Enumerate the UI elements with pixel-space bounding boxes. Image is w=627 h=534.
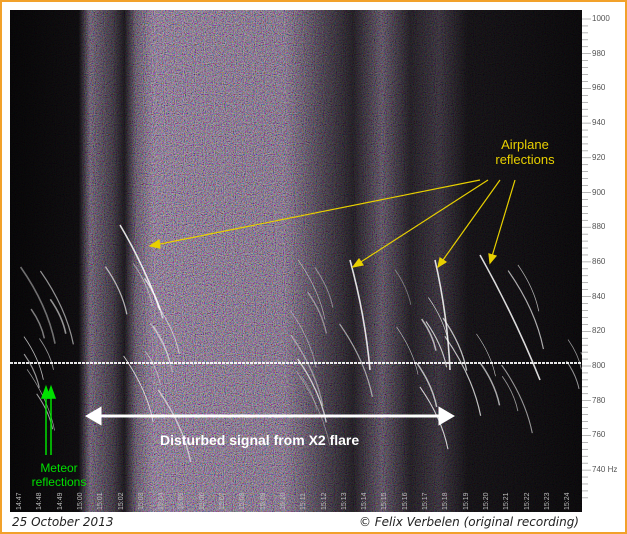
meteor-arrows bbox=[40, 384, 57, 455]
time-axis-label: 15:19 bbox=[462, 492, 470, 510]
reflection-streak bbox=[36, 393, 54, 430]
reflection-streak bbox=[444, 335, 482, 416]
reflection-streak bbox=[416, 363, 438, 408]
reflection-streak bbox=[295, 370, 331, 446]
date-caption: 25 October 2013 bbox=[12, 515, 114, 529]
reflection-streak bbox=[301, 376, 318, 411]
reflection-streaks bbox=[19, 224, 582, 463]
reflection-streak bbox=[39, 338, 54, 370]
reflection-streak bbox=[23, 353, 40, 388]
frequency-tick-label: 960 bbox=[592, 83, 606, 93]
time-axis-label: 15:24 bbox=[564, 492, 572, 510]
time-axis-label: 15:04 bbox=[158, 492, 166, 510]
frequency-tick-label: 980 bbox=[592, 48, 606, 58]
reflection-streak bbox=[425, 321, 448, 368]
time-axis-label: 15:16 bbox=[401, 492, 409, 510]
time-axis-label: 15:21 bbox=[503, 492, 511, 510]
disturbed-span-arrow bbox=[85, 406, 455, 426]
time-axis-label: 15:09 bbox=[259, 492, 267, 510]
frequency-tick-label: 820 bbox=[592, 326, 606, 336]
time-axis-label: 15:00 bbox=[76, 492, 84, 510]
frequency-tick-label: 940 bbox=[592, 118, 606, 128]
spectrogram: Airplane reflections Disturbed signal fr… bbox=[10, 10, 582, 512]
reflection-streak bbox=[394, 269, 412, 305]
frequency-axis-ticks bbox=[582, 18, 591, 499]
reflection-streak bbox=[419, 386, 449, 450]
airplane-trace bbox=[434, 259, 451, 371]
frequency-tick-label: 780 bbox=[592, 395, 606, 405]
frequency-axis: 1000 980 960 940 920 900 880 860 840 820 800 780 760… bbox=[582, 10, 621, 512]
frequency-tick-label: 760 bbox=[592, 430, 606, 440]
reflection-streak bbox=[290, 334, 324, 407]
time-axis-label: 15:15 bbox=[381, 492, 389, 510]
time-axis-label: 15:23 bbox=[543, 492, 551, 510]
credit-caption: © Felix Verbelen (original recording) bbox=[358, 515, 579, 529]
time-axis-label: 15:05 bbox=[178, 492, 186, 510]
time-axis-label: 15:12 bbox=[320, 492, 328, 510]
time-axis-label: 15:17 bbox=[422, 492, 429, 510]
reflection-streak bbox=[30, 308, 46, 339]
frequency-tick-label: 840 bbox=[592, 291, 606, 301]
reflection-streak bbox=[396, 326, 419, 375]
reflection-streak bbox=[307, 291, 328, 334]
time-axis-label: 15:01 bbox=[97, 492, 105, 510]
time-axis-label: 14:48 bbox=[36, 492, 44, 510]
time-axis-label: 15:06 bbox=[198, 492, 206, 510]
time-axis-label: 15:07 bbox=[219, 492, 226, 510]
reflection-streak bbox=[314, 266, 334, 308]
airplane-reflections-label: Airplane reflections bbox=[495, 137, 555, 167]
airplane-trace bbox=[349, 259, 371, 371]
reflection-streak bbox=[149, 322, 173, 373]
frequency-tick-label: 1000 bbox=[592, 14, 610, 23]
time-axis-label: 15:08 bbox=[239, 492, 247, 510]
reflection-streak bbox=[19, 266, 56, 344]
reflection-streak bbox=[132, 263, 154, 307]
reflection-streak bbox=[104, 266, 128, 315]
spectrogram-canvas bbox=[10, 10, 582, 512]
reflection-streak bbox=[49, 298, 67, 334]
frequency-tick-label: 740 Hz bbox=[592, 465, 618, 475]
reflection-streak bbox=[517, 264, 540, 312]
frequency-tick-label: 880 bbox=[592, 222, 606, 232]
reflection-streak bbox=[421, 318, 437, 351]
reflection-streak bbox=[501, 364, 533, 434]
reflection-streak bbox=[26, 369, 55, 431]
time-axis-label: 15:03 bbox=[137, 492, 145, 510]
frequency-tick-label: 920 bbox=[592, 152, 606, 162]
reflection-streak bbox=[476, 333, 496, 377]
time-axis-label: 14:49 bbox=[56, 492, 64, 510]
airplane-trace bbox=[119, 224, 161, 311]
band-shading bbox=[10, 10, 582, 512]
reflection-streak bbox=[567, 339, 582, 370]
reflection-streak bbox=[23, 336, 44, 380]
time-axis-label: 15:22 bbox=[523, 492, 531, 510]
reflection-streak bbox=[480, 363, 501, 406]
reflection-streak bbox=[157, 389, 192, 463]
meteor-reflections-label: Meteor reflections bbox=[31, 461, 87, 489]
time-axis-label: 15:13 bbox=[340, 492, 348, 510]
time-axis-label: 15:11 bbox=[300, 493, 308, 510]
reflection-streak bbox=[39, 270, 74, 345]
frequency-tick-label: 900 bbox=[592, 187, 606, 197]
reflection-streak bbox=[145, 351, 161, 384]
annotation-arrows bbox=[148, 179, 516, 269]
reflection-streak bbox=[297, 259, 326, 320]
time-axis-label: 15:14 bbox=[361, 492, 369, 510]
reflection-streak bbox=[339, 323, 373, 397]
reflection-streak bbox=[501, 375, 519, 412]
time-axis-label: 15:20 bbox=[482, 492, 490, 510]
frequency-tick-label: 860 bbox=[592, 256, 606, 266]
time-axis-label: 15:18 bbox=[442, 492, 450, 510]
frequency-tick-label: 800 bbox=[592, 361, 606, 370]
disturbed-signal-label: Disturbed signal from X2 flare bbox=[160, 432, 360, 448]
time-axis-label: 15:02 bbox=[117, 492, 125, 510]
airplane-trace bbox=[479, 254, 541, 381]
time-axis-label: 14:47 bbox=[16, 492, 23, 510]
reflection-streak bbox=[507, 270, 545, 350]
time-axis-label: 15:10 bbox=[279, 492, 287, 510]
